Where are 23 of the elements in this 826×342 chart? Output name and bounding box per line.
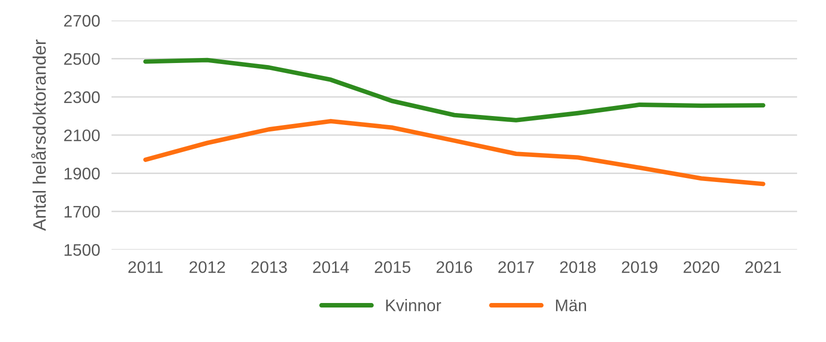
x-tick-label: 2014: [313, 261, 349, 274]
y-tick-label: 1900: [64, 168, 100, 180]
line-series: [143, 118, 766, 186]
y-tick-label: 1500: [64, 244, 100, 256]
x-tick-label: 2015: [374, 261, 410, 274]
y-tick-label: 1700: [64, 206, 100, 218]
legend-label: Kvinnor: [386, 299, 442, 312]
x-tick-label: 2019: [622, 261, 658, 274]
x-tick-label: 2020: [684, 261, 720, 274]
x-tick-label: 2021: [745, 261, 781, 274]
y-tick-label: 2700: [64, 14, 100, 27]
y-tick-label: 2300: [64, 91, 100, 104]
y-tick-label: 2500: [64, 53, 100, 65]
y-axis-title: Antal helårsdoktorander: [31, 40, 46, 231]
legend-label: Män: [556, 300, 586, 312]
x-tick-label: 2011: [128, 261, 163, 274]
x-tick-label: 2012: [190, 261, 225, 274]
x-tick-label: 2013: [251, 261, 287, 274]
x-tick-label: 2017: [498, 261, 534, 274]
x-tick-label: 2018: [560, 261, 596, 274]
y-tick-label: 2100: [64, 129, 100, 142]
line-series: [143, 58, 766, 122]
x-tick-label: 2016: [436, 261, 472, 274]
